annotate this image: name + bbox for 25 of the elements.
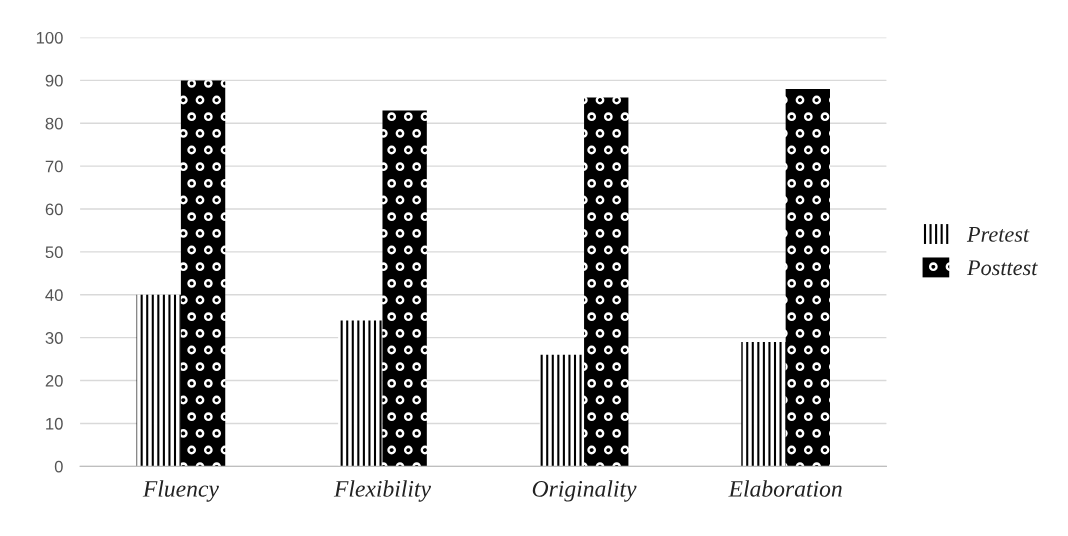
y-tick-label: 80 — [45, 117, 63, 130]
y-tick-label: 40 — [45, 289, 63, 301]
bar — [338, 320, 383, 467]
x-tick-label: Elaboration — [728, 480, 842, 497]
bar — [584, 97, 629, 467]
bar — [539, 354, 585, 467]
bar — [741, 341, 786, 467]
x-tick-label: Flexibility — [333, 480, 431, 502]
y-tick-label: 0 — [54, 460, 63, 473]
y-tick-label: 60 — [45, 203, 63, 216]
legend-label: Posttest — [966, 260, 1038, 276]
bar — [180, 80, 226, 467]
bar — [136, 294, 181, 467]
y-tick-label: 90 — [45, 74, 63, 87]
y-tick-label: 50 — [45, 246, 63, 259]
bar — [785, 88, 830, 467]
bar — [382, 110, 427, 467]
y-tick-label: 100 — [36, 31, 63, 44]
y-tick-label: 20 — [45, 374, 63, 387]
legend-label: Pretest — [966, 227, 1030, 242]
x-tick-label: Fluency — [142, 480, 219, 502]
y-tick-label: 30 — [45, 332, 63, 344]
y-tick-label: 70 — [45, 160, 63, 173]
y-tick-label: 10 — [46, 417, 63, 430]
x-tick-label: Originality — [532, 480, 637, 502]
